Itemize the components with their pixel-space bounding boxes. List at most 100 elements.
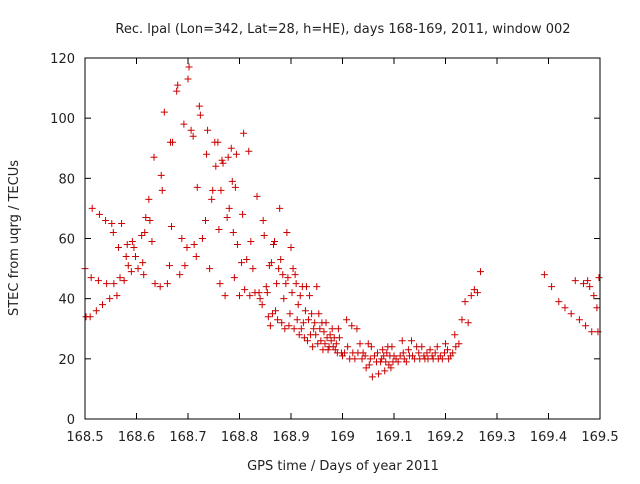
data-point bbox=[259, 216, 267, 224]
data-point bbox=[221, 292, 229, 300]
data-point bbox=[315, 310, 323, 318]
data-point bbox=[169, 138, 177, 146]
data-point bbox=[271, 238, 279, 246]
data-point bbox=[294, 301, 302, 309]
data-point bbox=[178, 235, 186, 242]
data-point bbox=[236, 292, 243, 300]
data-point bbox=[95, 210, 103, 218]
data-point bbox=[296, 292, 304, 300]
data-point bbox=[353, 325, 361, 333]
data-point bbox=[571, 277, 579, 285]
data-point bbox=[106, 295, 114, 303]
data-point bbox=[229, 228, 237, 236]
data-point bbox=[280, 295, 288, 303]
data-point bbox=[286, 310, 294, 318]
data-point bbox=[387, 364, 395, 372]
data-point bbox=[365, 361, 373, 369]
data-point bbox=[297, 325, 305, 333]
data-point bbox=[367, 343, 375, 351]
data-point bbox=[281, 325, 289, 333]
x-tick-label: 169 bbox=[330, 430, 355, 445]
data-point bbox=[204, 126, 212, 134]
data-point bbox=[124, 262, 132, 270]
data-point bbox=[326, 331, 334, 339]
data-point bbox=[309, 343, 317, 351]
data-point bbox=[262, 283, 270, 291]
data-point bbox=[247, 238, 255, 246]
data-point bbox=[88, 204, 96, 212]
data-point bbox=[168, 222, 176, 230]
data-point bbox=[312, 331, 320, 339]
data-point bbox=[245, 147, 253, 155]
data-point bbox=[292, 280, 300, 288]
data-point bbox=[567, 310, 575, 318]
data-point bbox=[311, 319, 319, 327]
data-point bbox=[320, 328, 328, 336]
data-point bbox=[138, 231, 146, 239]
data-point bbox=[214, 138, 222, 146]
data-point bbox=[299, 319, 307, 327]
data-point bbox=[134, 265, 142, 273]
data-point bbox=[142, 213, 150, 221]
data-point bbox=[228, 177, 236, 185]
data-point bbox=[348, 322, 356, 330]
data-point bbox=[455, 340, 463, 348]
data-point bbox=[272, 307, 280, 315]
data-point bbox=[285, 322, 293, 330]
data-point bbox=[203, 150, 211, 158]
data-point bbox=[327, 337, 335, 345]
data-point bbox=[260, 231, 268, 239]
data-point bbox=[118, 219, 126, 227]
data-point bbox=[264, 313, 272, 321]
data-point bbox=[283, 228, 291, 236]
data-point bbox=[225, 204, 233, 212]
data-point bbox=[187, 126, 195, 134]
data-point bbox=[240, 129, 248, 137]
data-point bbox=[398, 337, 406, 345]
data-point bbox=[148, 238, 156, 246]
data-point bbox=[160, 108, 168, 116]
data-point bbox=[575, 316, 583, 324]
y-tick-label: 40 bbox=[58, 293, 75, 308]
data-point bbox=[217, 186, 225, 194]
data-point bbox=[540, 271, 548, 279]
data-point bbox=[193, 183, 201, 191]
data-point bbox=[223, 213, 231, 221]
data-point bbox=[87, 274, 95, 282]
y-tick-label: 120 bbox=[50, 52, 75, 67]
data-point bbox=[396, 352, 404, 360]
x-tick-label: 168.6 bbox=[118, 430, 155, 445]
x-tick-label: 168.9 bbox=[272, 430, 309, 445]
data-point bbox=[334, 325, 342, 333]
data-point bbox=[420, 352, 428, 360]
data-point bbox=[224, 153, 232, 161]
data-point bbox=[122, 253, 130, 261]
data-point bbox=[130, 244, 138, 252]
data-point bbox=[428, 352, 436, 360]
data-point bbox=[176, 271, 184, 279]
data-point bbox=[470, 286, 478, 294]
data-point bbox=[344, 343, 352, 351]
y-tick-label: 60 bbox=[58, 233, 75, 248]
data-point bbox=[256, 295, 264, 303]
data-point bbox=[590, 292, 598, 300]
data-point bbox=[141, 228, 149, 236]
data-point bbox=[232, 150, 240, 158]
data-point bbox=[451, 331, 459, 339]
data-point bbox=[275, 265, 283, 273]
data-point bbox=[580, 280, 588, 288]
data-point bbox=[418, 343, 426, 351]
data-point bbox=[146, 216, 154, 224]
data-point bbox=[116, 274, 124, 282]
data-point bbox=[241, 286, 249, 294]
y-tick-label: 20 bbox=[58, 353, 75, 368]
data-point bbox=[584, 277, 592, 285]
data-point bbox=[127, 268, 135, 276]
data-point bbox=[477, 268, 485, 276]
data-point bbox=[258, 301, 266, 309]
data-point bbox=[158, 186, 166, 194]
data-point bbox=[291, 271, 299, 279]
data-point bbox=[380, 352, 388, 360]
data-point bbox=[381, 367, 389, 375]
